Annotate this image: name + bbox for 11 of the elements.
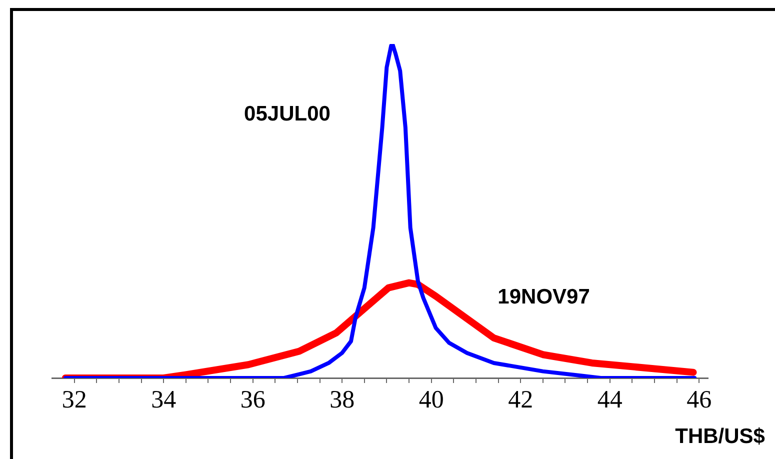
x-tick-label: 46	[686, 386, 712, 414]
x-tick-label: 34	[151, 386, 177, 414]
x-tick-label: 44	[597, 386, 623, 414]
series-label: 19NOV97	[498, 286, 590, 309]
x-tick-label: 40	[418, 386, 444, 414]
text: 05JUL00	[244, 102, 330, 126]
x-tick-label: 38	[330, 386, 355, 414]
x-axis-title: THB/US$	[675, 424, 766, 448]
x-tick-label: 36	[240, 386, 266, 414]
x-tick-label: 32	[62, 386, 87, 414]
x-tick-label: 42	[508, 386, 534, 414]
